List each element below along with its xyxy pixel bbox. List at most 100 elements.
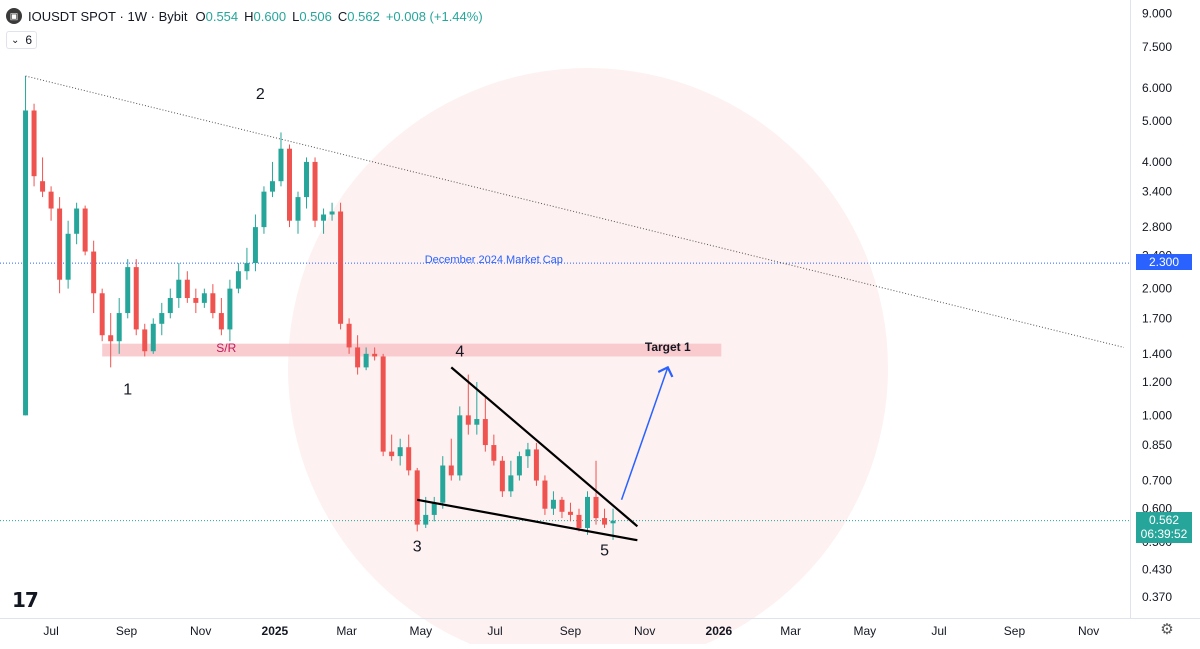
- candle-body: [176, 279, 182, 299]
- change-value: +0.008 (+1.44%): [385, 8, 483, 24]
- high-label: H: [244, 8, 254, 24]
- candle-body: [355, 347, 361, 368]
- candle-body: [567, 511, 573, 515]
- annotation-label: 1: [123, 382, 132, 399]
- candle-body: [440, 465, 446, 503]
- x-tick-label: Sep: [1004, 624, 1026, 638]
- y-tick-label: 0.850: [1142, 438, 1172, 452]
- candle-body: [201, 293, 207, 303]
- high-value: 0.600: [253, 8, 287, 24]
- last-price-tag: 0.562 06:39:52: [1136, 512, 1192, 543]
- candle-body: [167, 298, 173, 314]
- interval-label[interactable]: 1W: [127, 8, 147, 24]
- candle-body: [457, 415, 463, 476]
- indicator-count: 6: [25, 33, 33, 47]
- candle-body: [414, 470, 420, 525]
- symbol-name[interactable]: IOUSDT SPOT: [28, 8, 116, 24]
- separator: ·: [119, 8, 124, 24]
- candle-body: [40, 181, 46, 192]
- separator: ·: [150, 8, 155, 24]
- candle-body: [559, 499, 565, 512]
- y-tick-label: 0.430: [1142, 563, 1172, 577]
- candle-body: [610, 520, 616, 524]
- candle-body: [482, 419, 488, 446]
- annotation-label: Target 1: [645, 340, 691, 354]
- candle-body: [585, 496, 591, 528]
- y-tick-label: 3.400: [1142, 185, 1172, 199]
- x-tick-label: May: [410, 624, 433, 638]
- x-tick-label: Mar: [336, 624, 357, 638]
- y-tick-label: 9.000: [1142, 7, 1172, 21]
- market-cap-price: 2.300: [1148, 255, 1180, 269]
- candle-body: [491, 445, 497, 461]
- candle-body: [329, 211, 335, 215]
- candle-body: [295, 197, 301, 221]
- candle-body: [235, 271, 241, 289]
- candle-body: [321, 214, 327, 221]
- wedge-upper: [450, 366, 639, 528]
- annotation-label: December 2024 Market Cap: [425, 254, 563, 266]
- candle-body: [252, 227, 258, 264]
- low-label: L: [292, 8, 300, 24]
- candle-body: [304, 161, 310, 198]
- candle-body: [133, 267, 139, 330]
- candle-body: [346, 323, 352, 348]
- candle-body: [244, 263, 250, 272]
- candle-body: [116, 313, 122, 342]
- y-tick-label: 5.000: [1142, 114, 1172, 128]
- tradingview-logo[interactable]: 17: [12, 588, 39, 612]
- y-tick-label: 0.700: [1142, 474, 1172, 488]
- bar-countdown: 06:39:52: [1140, 527, 1188, 541]
- annotation-label: 2: [256, 86, 265, 103]
- candle-body: [286, 148, 292, 221]
- annotation-label: 5: [600, 542, 609, 559]
- x-tick-label: 2025: [262, 624, 289, 638]
- open-value: 0.554: [205, 8, 239, 24]
- annotation-label: 4: [455, 343, 464, 360]
- candle-body: [602, 518, 608, 525]
- y-tick-label: 1.700: [1142, 311, 1172, 325]
- candle-body: [142, 329, 148, 352]
- market-cap-price-tag: 2.300: [1136, 254, 1192, 270]
- candle-body: [397, 447, 403, 457]
- candle-body: [533, 449, 539, 481]
- annotation-label: S/R: [216, 341, 236, 355]
- candle-body: [261, 191, 267, 228]
- candle-body: [499, 460, 505, 492]
- target-arrow: [620, 365, 674, 501]
- y-tick-label: 1.400: [1142, 347, 1172, 361]
- candle-body: [48, 191, 54, 209]
- last-price: 0.562: [1148, 513, 1180, 527]
- y-tick-label: 2.800: [1142, 220, 1172, 234]
- candle-body: [91, 251, 97, 294]
- x-tick-label: Mar: [780, 624, 801, 638]
- exchange-label[interactable]: Bybit: [158, 8, 188, 24]
- indicators-toggle[interactable]: ⌄ 6: [6, 31, 38, 49]
- candle-body: [218, 313, 224, 330]
- close-label: C: [337, 8, 348, 24]
- candle-body: [542, 480, 548, 509]
- wedge-lower: [417, 498, 638, 542]
- candle-body: [372, 353, 378, 357]
- candle-body: [550, 499, 556, 509]
- x-tick-label: Nov: [190, 624, 211, 638]
- candle-body: [312, 161, 318, 221]
- candle-body: [227, 288, 233, 330]
- y-tick-label: 4.000: [1142, 155, 1172, 169]
- candle-body: [576, 514, 582, 528]
- candle-body: [31, 110, 37, 177]
- candle-body: [516, 456, 522, 476]
- y-tick-label: 1.200: [1142, 375, 1172, 389]
- chevron-icon[interactable]: ⌄: [11, 34, 20, 46]
- gear-icon[interactable]: ⚙: [1160, 621, 1174, 638]
- x-tick-label: 2026: [706, 624, 733, 638]
- candle-body: [525, 449, 531, 457]
- candle-body: [278, 148, 284, 182]
- candle-body: [508, 475, 514, 492]
- y-tick-label: 7.500: [1142, 40, 1172, 54]
- open-label: O: [195, 8, 206, 24]
- sr-zone: [102, 343, 722, 357]
- candle-body: [74, 208, 80, 234]
